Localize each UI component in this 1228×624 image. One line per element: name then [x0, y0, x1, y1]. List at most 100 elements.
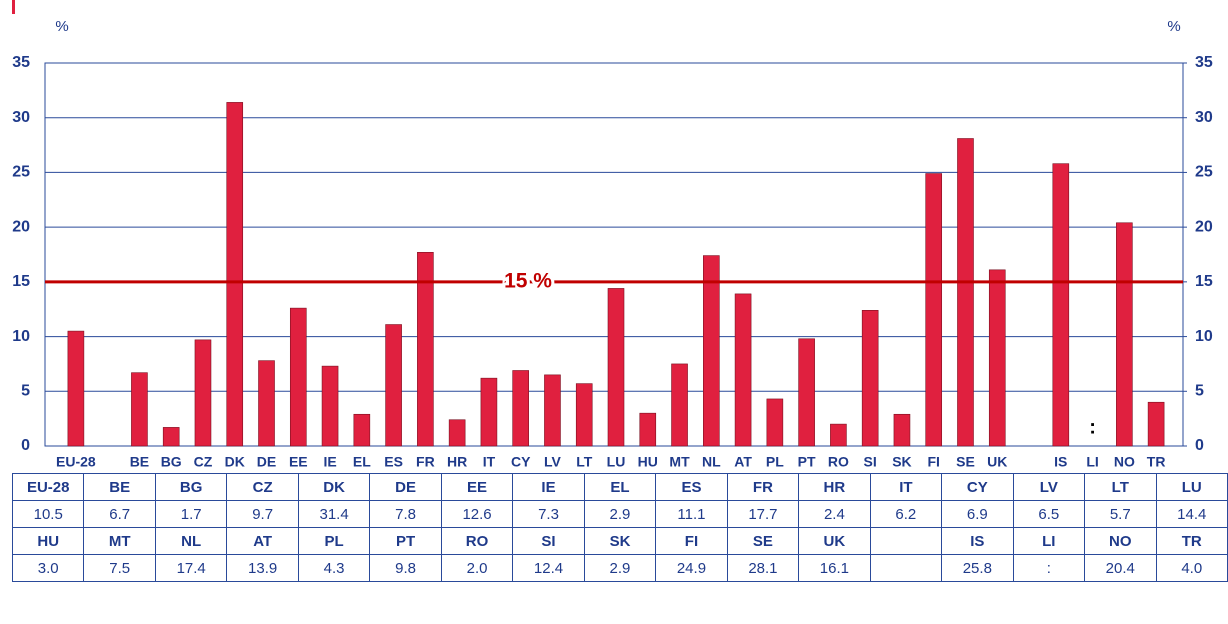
- y2-tick-label: 20: [1195, 218, 1213, 235]
- header-cell: MT: [83, 527, 156, 555]
- header-cell: [869, 527, 943, 555]
- value-label: :: [1089, 416, 1096, 438]
- bar: [353, 413, 371, 447]
- header-cell: FI: [655, 527, 728, 555]
- bar: [639, 412, 657, 447]
- value-cell: 14.4: [1155, 500, 1228, 528]
- value-cell: 7.3: [512, 500, 585, 528]
- x-tick-label: LI: [1086, 454, 1098, 470]
- bar: [1147, 401, 1165, 447]
- header-cell: AT: [226, 527, 299, 555]
- x-tick-label: UK: [987, 454, 1007, 470]
- y-tick-label: 35: [12, 54, 30, 71]
- bar: [671, 363, 688, 447]
- y-tick-label: 15: [12, 273, 30, 290]
- x-tick-label: AT: [734, 454, 752, 470]
- header-cell: SI: [512, 527, 585, 555]
- header-cell: CZ: [226, 473, 299, 501]
- chart: % % 0 5 10 15 20 25 30 35 0 5 10 15 20 25 30 35 EU-28 BE B…: [12, 0, 1213, 470]
- bar: [162, 427, 180, 447]
- bar: [575, 383, 593, 447]
- value-cell: :: [1012, 554, 1086, 582]
- value-cell: 12.6: [440, 500, 514, 528]
- header-cell: HR: [798, 473, 871, 501]
- x-tick-label: SK: [892, 454, 911, 470]
- bar: [925, 173, 943, 447]
- bar: [448, 419, 466, 447]
- value-cell: 12.4: [512, 554, 585, 582]
- value-cell: 2.4: [798, 500, 871, 528]
- bar: [766, 398, 784, 447]
- x-tick-label: TR: [1147, 454, 1166, 470]
- y2-tick-label: 25: [1195, 164, 1213, 181]
- value-cell: 6.2: [869, 500, 943, 528]
- value-cell: 24.9: [655, 554, 728, 582]
- header-cell: LV: [1012, 473, 1086, 501]
- reference-label: 15 %: [504, 269, 552, 292]
- bar: [988, 269, 1006, 447]
- header-cell: UK: [798, 527, 871, 555]
- data-table: EU-28 BE BG CZ DK DE EE IE EL ES FR HR IT CY LV LT LU 10.…: [11, 473, 1228, 582]
- header-cell: BG: [154, 473, 228, 501]
- bar: [289, 307, 307, 447]
- y-axis-label: %: [55, 18, 68, 35]
- y-tick-label: 5: [21, 383, 30, 400]
- bar: [480, 377, 498, 447]
- value-cell: 28.1: [726, 554, 800, 582]
- x-tick-label: ES: [384, 454, 403, 470]
- bar: [258, 360, 275, 447]
- y-tick-label: 10: [12, 328, 30, 345]
- y-tick-label: 0: [21, 437, 30, 454]
- x-tick-label: SI: [864, 454, 877, 470]
- x-tick-label: CY: [511, 454, 531, 470]
- header-cell: DK: [297, 473, 371, 501]
- x-tick-label: EE: [289, 454, 308, 470]
- corner-mark: [12, 0, 15, 14]
- value-cell: 7.5: [83, 554, 156, 582]
- value-cell: [869, 554, 943, 582]
- x-tick-label: IT: [483, 454, 496, 470]
- x-tick-label: DK: [225, 454, 245, 470]
- bar: [417, 252, 434, 447]
- value-cell: 31.4: [297, 500, 371, 528]
- value-cell: 17.4: [154, 554, 228, 582]
- header-cell: SK: [583, 527, 657, 555]
- y2-tick-label: 30: [1195, 109, 1213, 126]
- bar: [861, 310, 879, 447]
- bar: [798, 338, 815, 447]
- table-row: EU-28 BE BG CZ DK DE EE IE EL ES FR HR IT CY LV LT LU: [11, 473, 1228, 501]
- value-cell: 9.7: [226, 500, 299, 528]
- value-cell: 2.0: [440, 554, 514, 582]
- header-cell: LT: [1084, 473, 1157, 501]
- header-cell: FR: [726, 473, 800, 501]
- header-cell: LI: [1012, 527, 1086, 555]
- header-cell: LU: [1155, 473, 1228, 501]
- bar: [385, 324, 402, 447]
- x-tick-label: BE: [130, 454, 149, 470]
- x-tick-label: LU: [607, 454, 626, 470]
- header-cell: SE: [726, 527, 800, 555]
- header-cell: IS: [941, 527, 1014, 555]
- x-tick-label: BG: [161, 454, 182, 470]
- value-cell: 20.4: [1084, 554, 1157, 582]
- header-cell: NL: [154, 527, 228, 555]
- header-cell: DE: [369, 473, 442, 501]
- bar: [703, 255, 720, 447]
- value-cell: 6.5: [1012, 500, 1086, 528]
- x-tick-label: DE: [257, 454, 276, 470]
- x-tick-label: FR: [416, 454, 435, 470]
- value-cell: 1.7: [154, 500, 228, 528]
- table-row: 10.5 6.7 1.7 9.7 31.4 7.8 12.6 7.3 2.9 11.1 17.7 2.…: [11, 500, 1228, 528]
- bar: [607, 288, 625, 447]
- bar: [544, 374, 561, 447]
- header-cell: NO: [1084, 527, 1157, 555]
- bar: [830, 423, 847, 447]
- bar: [734, 293, 752, 447]
- header-cell: TR: [1155, 527, 1228, 555]
- bar: [512, 370, 529, 447]
- value-cell: 6.9: [941, 500, 1014, 528]
- x-tick-label: FI: [927, 454, 939, 470]
- header-cell: ES: [655, 473, 728, 501]
- x-tick-label: SE: [956, 454, 975, 470]
